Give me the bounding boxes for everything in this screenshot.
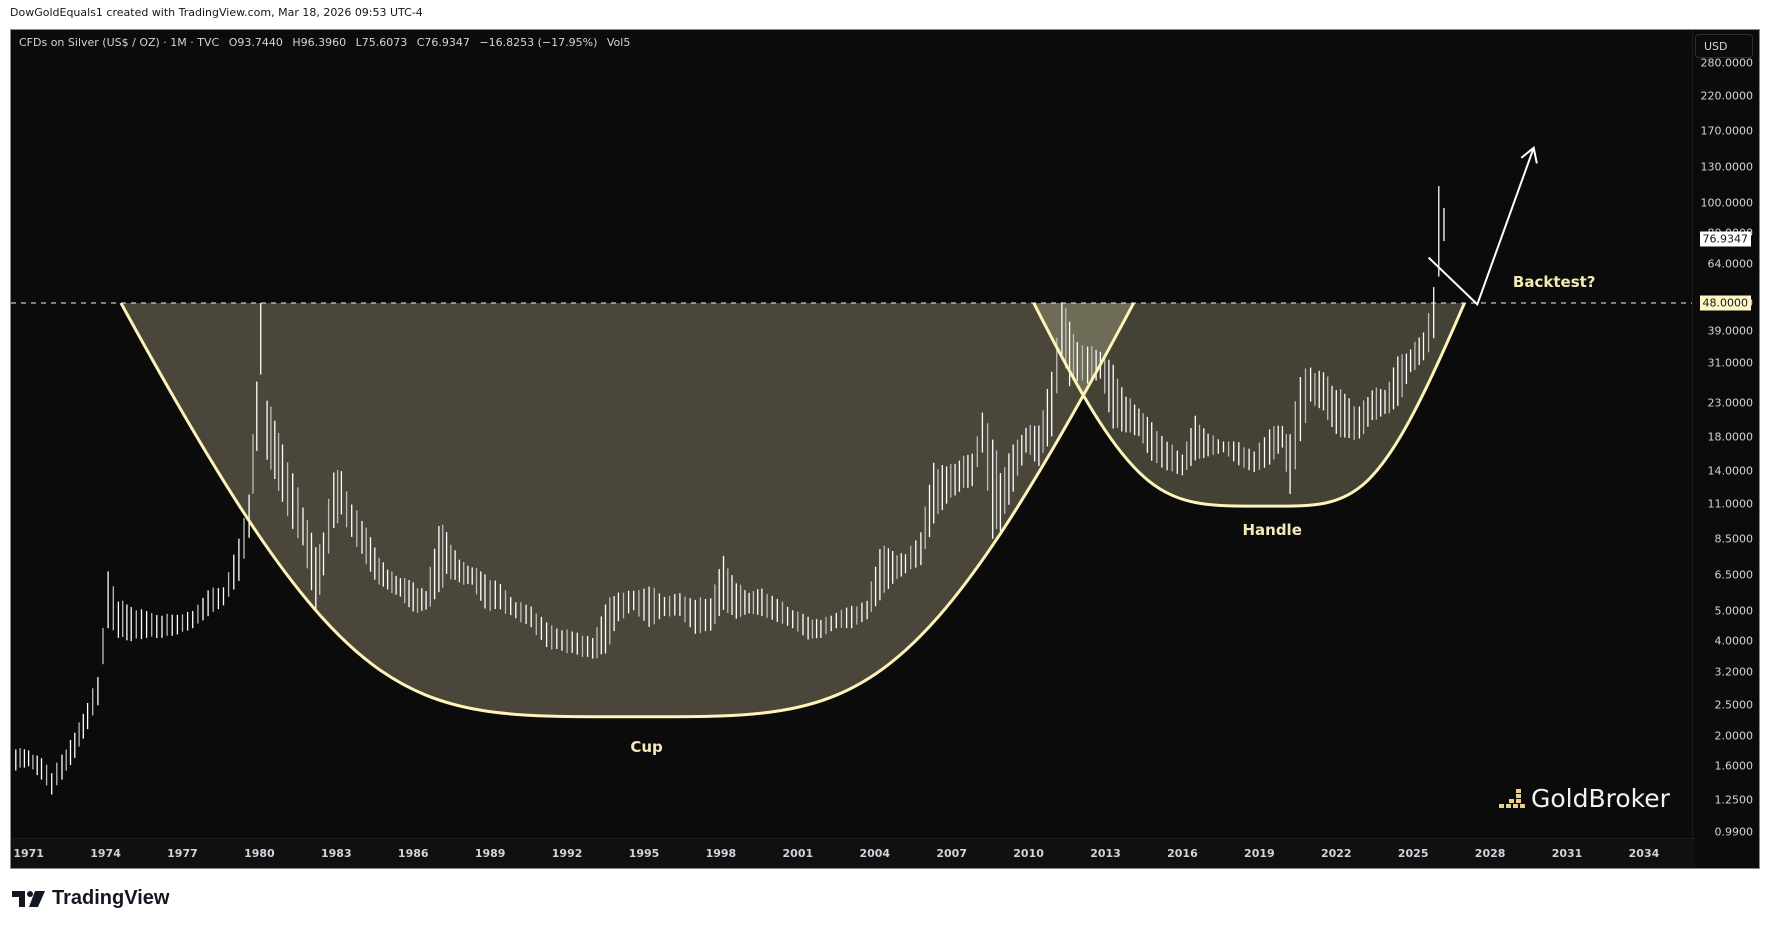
price-tick: 220.0000 [1700,89,1754,103]
price-tick: 2.0000 [1714,729,1754,743]
handle-fill [1033,302,1465,507]
tradingview-text: TradingView [52,887,170,909]
time-axis[interactable]: 1971 1974 1977 1980 1983 1986 1989 1992 1995 1998… [11,838,1695,868]
gold-bars-icon [1499,788,1525,808]
currency-button[interactable]: USD [1695,34,1753,58]
ohlc-open: O93.7440 [228,36,283,49]
tradingview-icon [12,890,45,907]
handle-curve [1032,302,1466,508]
ohlc-close: C76.9347 [416,36,470,49]
time-tick: 2010 [1013,847,1044,860]
price-tick: 39.0000 [1707,324,1754,338]
price-tick: 11.0000 [1707,497,1754,511]
chart-credit: DowGoldEquals1 created with TradingView.… [10,6,423,19]
price-tick: 1.6000 [1714,759,1754,773]
time-tick: 2001 [782,847,814,860]
time-tick: 2031 [1551,847,1583,860]
price-tick: 4.0000 [1714,634,1754,648]
time-tick: 1986 [397,847,429,860]
time-tick: 2022 [1320,847,1352,860]
cup-curve [119,302,1136,719]
handle-label: Handle [1242,521,1302,540]
time-tick: 2004 [859,847,891,860]
time-tick: 1998 [705,847,737,860]
price-tick: 23.0000 [1707,396,1754,410]
time-tick: 2013 [1090,847,1121,860]
price-tick: 280.0000 [1700,56,1754,70]
backtest-arrow [1427,147,1535,307]
symbol-title[interactable]: CFDs on Silver (US$ / OZ) · 1M · TVC [19,36,220,49]
ohlc-high: H96.3960 [292,36,347,49]
price-tick: 2.5000 [1714,698,1754,712]
price-tick: 31.0000 [1707,356,1754,369]
time-tick: 2019 [1244,847,1275,860]
price-tick: 14.0000 [1707,464,1754,478]
arrow-head-icon [1520,145,1538,164]
time-tick: 1983 [321,847,352,860]
last-price-label: 76.9347 [1699,231,1751,247]
price-tick: 64.0000 [1707,257,1754,271]
time-tick: 2025 [1397,847,1429,860]
backtest-label: Backtest? [1512,272,1596,291]
time-tick: 1971 [13,847,44,860]
time-tick: 1974 [90,847,121,860]
price-tick: 5.0000 [1714,604,1754,618]
time-tick: 2016 [1167,847,1198,860]
symbol-legend: CFDs on Silver (US$ / OZ) · 1M · TVC O93… [19,36,636,49]
price-tick: 1.2500 [1714,793,1754,807]
price-tick: 0.9900 [1714,825,1754,839]
time-tick: 1980 [244,847,275,860]
time-tick: 1977 [167,847,198,860]
cup-fill [120,302,1134,717]
tradingview-logo[interactable]: TradingView [12,887,169,910]
price-tick: 6.5000 [1714,568,1754,582]
price-axis[interactable]: 280.0000 220.0000 170.0000 130.0000 100.0000… [1692,30,1759,841]
time-tick: 1989 [474,847,506,860]
goldbroker-text: GoldBroker [1531,784,1670,813]
time-tick: 2028 [1474,847,1506,860]
cup-label: Cup [630,737,663,756]
chart-panel[interactable]: CFDs on Silver (US$ / OZ) · 1M · TVC O93… [10,29,1760,869]
level-price-label: 48.0000 [1699,295,1751,311]
volume-label: Vol5 [606,36,631,49]
time-tick: 2007 [936,847,967,860]
ohlc-low: L75.6073 [355,36,408,49]
price-tick: 18.0000 [1707,430,1754,444]
price-tick: 8.5000 [1714,532,1754,546]
price-tick: 100.0000 [1700,196,1754,210]
price-tick: 130.0000 [1700,160,1754,174]
price-plot[interactable] [11,30,1695,841]
price-tick: 3.2000 [1714,665,1754,679]
time-tick: 1995 [628,847,660,860]
time-tick: 1992 [551,847,583,860]
time-tick: 2034 [1628,847,1660,860]
goldbroker-watermark: GoldBroker [1499,784,1670,813]
price-tick: 170.0000 [1700,124,1754,138]
ohlc-change: −16.8253 (−17.95%) [479,36,598,49]
